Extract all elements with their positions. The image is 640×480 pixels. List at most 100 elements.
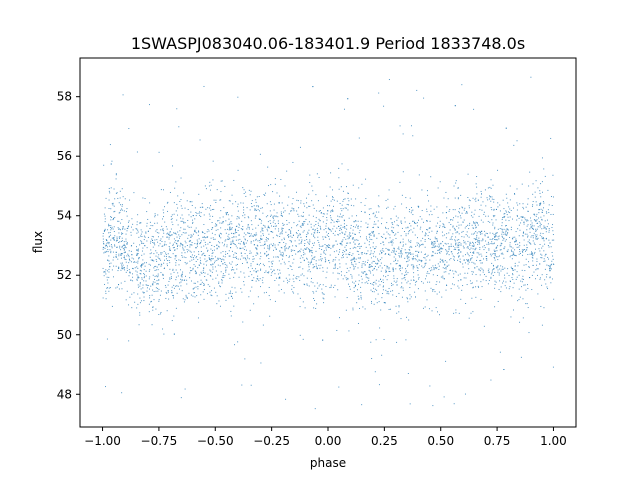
data-point [132,280,134,282]
data-point [452,217,454,219]
data-point [435,225,437,227]
data-point [398,246,400,248]
chart-title: 1SWASPJ083040.06-183401.9 Period 1833748… [131,34,525,53]
data-point [218,246,220,248]
data-point [106,338,108,340]
data-point [355,280,357,282]
data-point [368,241,370,243]
data-point [254,217,256,219]
data-point [349,267,351,269]
data-point [123,248,125,250]
data-point [200,294,202,296]
data-point [476,186,478,188]
data-point [181,207,183,209]
data-point [154,214,156,216]
data-point [114,198,116,200]
data-point [339,233,341,235]
data-point [391,251,393,253]
data-point [315,290,317,292]
data-point [291,227,293,229]
data-point [358,232,360,234]
data-point [288,235,290,237]
data-point [270,225,272,227]
data-point [431,247,433,249]
data-point [267,225,269,227]
data-point [322,245,324,247]
data-point [148,278,150,280]
data-point [215,229,217,231]
data-point [455,236,457,238]
data-point [194,255,196,257]
data-point [509,236,511,238]
data-point [227,238,229,240]
data-point [420,240,422,242]
data-point [496,239,498,241]
data-point [166,292,168,294]
data-point [369,236,371,238]
data-point [316,303,318,305]
data-point [193,258,195,260]
data-point [514,249,516,251]
data-point [163,212,165,214]
data-point [424,253,426,255]
data-point [380,309,382,311]
data-point [140,229,142,231]
data-point [319,283,321,285]
data-point [453,259,455,261]
data-point [322,236,324,238]
data-point [497,228,499,230]
data-point [444,242,446,244]
data-point [541,218,543,220]
data-point [519,251,521,253]
data-point [158,288,160,290]
data-point [225,299,227,301]
data-point [467,263,469,265]
data-point [547,209,549,211]
data-point [260,237,262,239]
data-point [156,252,158,254]
data-point [519,242,521,244]
data-point [223,245,225,247]
data-point [235,236,237,238]
data-point [102,235,104,237]
data-point [110,187,112,189]
data-point [471,261,473,263]
data-point [317,239,319,241]
data-point [281,228,283,230]
data-point [272,245,274,247]
data-point [446,217,448,219]
data-point [172,295,174,297]
y-tick-label: 54 [57,209,72,223]
data-point [149,297,151,299]
data-point [453,284,455,286]
data-point [320,264,322,266]
data-point [250,384,252,386]
data-point [110,244,112,246]
data-point [109,226,111,228]
data-point [169,231,171,233]
data-point [540,253,542,255]
data-point [372,227,374,229]
data-point [475,226,477,228]
data-point [219,236,221,238]
data-point [434,242,436,244]
data-point [462,207,464,209]
data-point [351,259,353,261]
data-point [119,247,121,249]
data-point [427,254,429,256]
data-point [531,274,533,276]
data-point [136,151,138,153]
data-point [102,297,104,299]
data-point [438,245,440,247]
data-point [426,272,428,274]
data-point [120,229,121,231]
data-point [192,221,194,223]
data-point [463,277,465,279]
data-point [259,218,261,220]
data-point [267,247,269,249]
data-point [497,236,499,238]
data-point [378,260,380,262]
data-point [374,281,376,283]
data-point [371,302,373,304]
data-point [178,237,180,239]
